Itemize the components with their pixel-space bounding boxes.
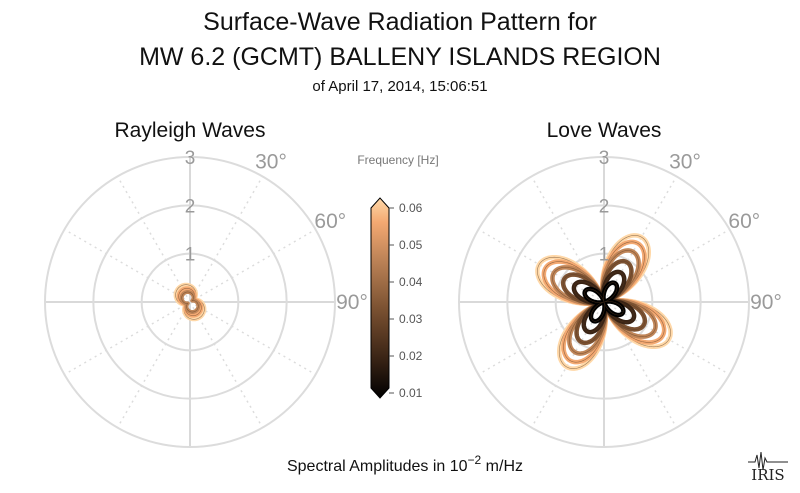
panel-title: Rayleigh Waves — [115, 119, 266, 142]
chart-subtitle: of April 17, 2014, 15:06:51 — [312, 78, 487, 95]
frequency-colorbar: Frequency [Hz] 0.06 0.05 0.04 0.03 0.02 0.01 — [357, 153, 438, 400]
colorbar-tick-label: 0.06 — [399, 201, 423, 215]
angle-tick-label: 30° — [255, 151, 287, 174]
iris-logo: IRIS — [748, 451, 788, 484]
colorbar-tick-label: 0.02 — [399, 349, 423, 363]
logo-text: IRIS — [751, 466, 784, 484]
footer-prefix: Spectral Amplitudes in — [287, 458, 450, 475]
radial-tick-label: 3 — [185, 148, 196, 169]
grid-spoke — [64, 228, 191, 303]
colorbar-label: Frequency [Hz] — [357, 153, 438, 167]
grid-spoke — [189, 301, 316, 376]
rayleigh-polar-plot: Rayleigh Waves 1 2 3 30° 60° 90° — [44, 119, 368, 448]
colorbar-tick-label: 0.01 — [399, 386, 423, 400]
radial-tick-label: 1 — [185, 245, 196, 266]
grid-spoke — [603, 176, 678, 303]
grid-spoke — [116, 301, 191, 428]
angle-tick-label: 30° — [669, 151, 701, 174]
grid-ring — [554, 252, 654, 352]
panel-title: Love Waves — [547, 119, 662, 142]
grid-spoke — [478, 228, 605, 303]
grid-spoke — [189, 176, 264, 303]
grid-spoke — [116, 176, 191, 303]
radial-tick-label: 3 — [599, 148, 610, 169]
footer-caption: Spectral Amplitudes in 10−2 m/Hz — [287, 453, 523, 475]
colorbar-tick-label: 0.05 — [399, 238, 423, 252]
grid-spoke — [603, 301, 730, 376]
angle-tick-label: 90° — [336, 291, 368, 314]
footer-exponent: −2 — [468, 453, 482, 467]
grid-spoke — [189, 228, 316, 303]
grid-spoke — [64, 301, 191, 376]
grid-ring — [140, 252, 240, 352]
angle-tick-label: 60° — [314, 210, 346, 233]
radiation-pattern-outline — [181, 291, 199, 313]
footer-base: 10 — [450, 458, 468, 475]
grid-ring — [458, 156, 750, 448]
radial-tick-label: 1 — [599, 245, 610, 266]
chart-title-line2: MW 6.2 (GCMT) BALLENY ISLANDS REGION — [139, 43, 661, 71]
love-polar-plot: Love Waves 1 2 3 30° 60° 90° — [458, 119, 782, 448]
chart-title-line1: Surface-Wave Radiation Pattern for — [203, 8, 597, 36]
angle-tick-label: 60° — [728, 210, 760, 233]
grid-ring — [92, 204, 288, 400]
footer-unit: m/Hz — [481, 458, 523, 475]
seismogram-icon — [748, 451, 788, 471]
colorbar-tick-label: 0.03 — [399, 312, 423, 326]
colorbar-bar — [370, 197, 390, 399]
radial-tick-label: 2 — [185, 196, 196, 217]
colorbar-tick-label: 0.04 — [399, 275, 423, 289]
grid-ring — [44, 156, 336, 448]
angle-tick-label: 90° — [750, 291, 782, 314]
radial-tick-label: 2 — [599, 196, 610, 217]
radiation-pattern-outline — [584, 282, 624, 322]
grid-spoke — [189, 301, 264, 428]
grid-spoke — [530, 301, 605, 428]
grid-ring — [506, 204, 702, 400]
